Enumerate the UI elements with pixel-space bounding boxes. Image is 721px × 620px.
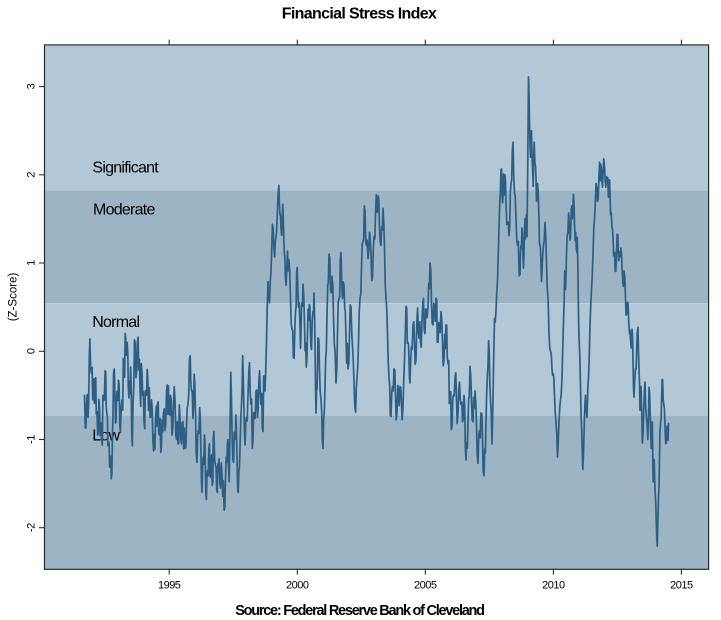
- svg-text:2005: 2005: [414, 580, 437, 592]
- svg-text:Significant: Significant: [92, 160, 159, 177]
- svg-text:3: 3: [25, 83, 37, 89]
- svg-text:Source: Federal Reserve Bank o: Source: Federal Reserve Bank of Clevelan…: [235, 603, 484, 619]
- svg-text:Financial Stress Index: Financial Stress Index: [282, 5, 437, 22]
- svg-text:2010: 2010: [542, 580, 565, 592]
- svg-text:(Z-Score): (Z-Score): [7, 273, 19, 322]
- svg-text:0: 0: [25, 348, 37, 354]
- svg-text:Low: Low: [92, 428, 120, 445]
- svg-text:2: 2: [25, 172, 37, 178]
- svg-text:1995: 1995: [158, 580, 181, 592]
- svg-text:Moderate: Moderate: [93, 201, 155, 218]
- svg-text:-2: -2: [25, 523, 37, 532]
- svg-text:2000: 2000: [286, 580, 309, 592]
- svg-text:Normal: Normal: [92, 314, 139, 331]
- svg-text:2015: 2015: [670, 580, 693, 592]
- svg-text:1: 1: [25, 260, 37, 266]
- svg-text:-1: -1: [25, 435, 37, 444]
